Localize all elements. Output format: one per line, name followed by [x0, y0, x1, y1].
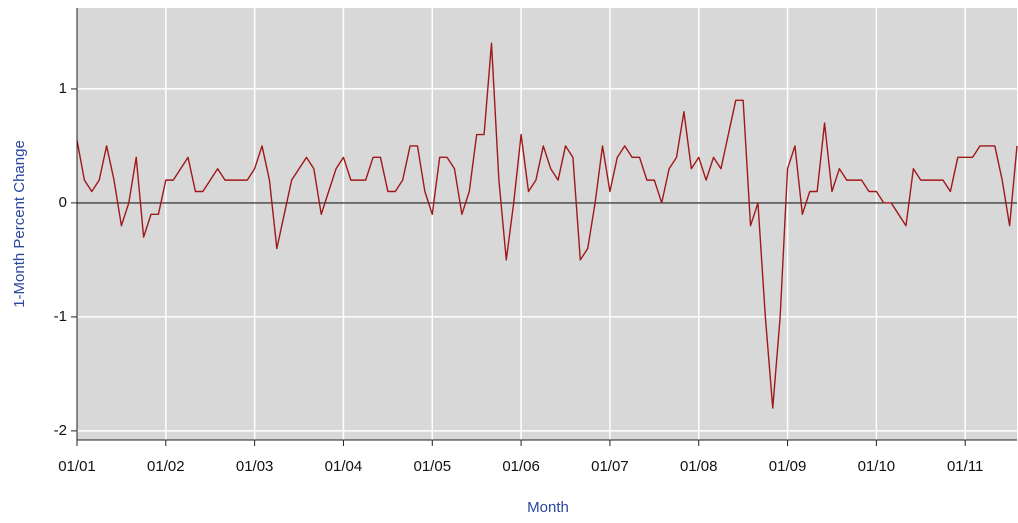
y-tick-label: -2	[54, 422, 67, 439]
data-line	[76, 42, 1018, 409]
x-tick-label: 01/03	[236, 458, 274, 475]
x-tick-label: 01/07	[591, 458, 629, 475]
y-axis-title: 1-Month Percent Change	[11, 140, 28, 308]
x-tick-label: 01/04	[325, 458, 363, 475]
x-tick-label: 01/08	[680, 458, 718, 475]
y-tick-label: 1	[59, 80, 67, 97]
y-tick-label: 0	[59, 194, 67, 211]
x-tick-label: 01/02	[147, 458, 185, 475]
grid	[77, 8, 1017, 440]
x-tick-label: 01/09	[769, 458, 807, 475]
x-tick-label: 01/10	[858, 458, 896, 475]
marks	[76, 42, 1018, 409]
x-axis-title: Month	[527, 499, 569, 516]
x-tick-label: 01/11	[947, 458, 983, 475]
x-tick-label: 01/05	[414, 458, 452, 475]
y-tick-label: -1	[54, 308, 67, 325]
plot-area	[77, 8, 1017, 440]
x-tick-label: 01/06	[502, 458, 540, 475]
x-tick-label: 01/01	[58, 458, 96, 475]
